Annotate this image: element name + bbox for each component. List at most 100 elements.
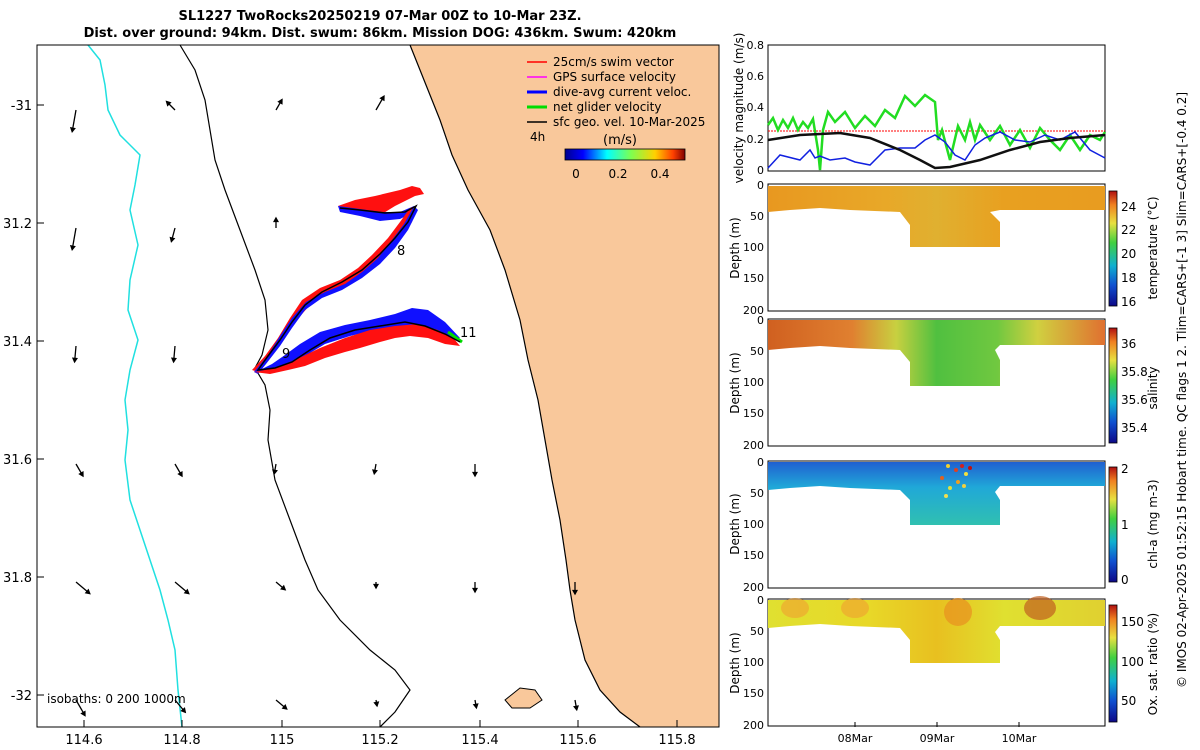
sal-ytick: 200: [743, 439, 764, 452]
temp-cbar-tick: 18: [1121, 271, 1136, 285]
isobath-1000m: [87, 44, 183, 728]
legend-label-gps: GPS surface velocity: [553, 70, 676, 84]
map-y-axis: -31 31.2 31.4 31.6 31.8 -32: [3, 99, 44, 704]
map-colorbar: 0 0.2 0.4: [564, 148, 686, 181]
chl-ytick: 50: [750, 487, 764, 500]
velocity-arrowhead: [373, 701, 380, 708]
map-xtick: 115.2: [361, 733, 398, 748]
salinity-field: [768, 320, 1105, 386]
map-xtick: 114.8: [163, 733, 200, 748]
velocity-arrowhead: [372, 583, 380, 590]
ox-colorbar: [1108, 604, 1118, 723]
current-middle-leg: [254, 206, 418, 374]
map-xtick: 115.4: [461, 733, 498, 748]
chl-cbar-tick: 1: [1121, 518, 1129, 532]
salinity-panel: [767, 318, 1106, 447]
day-label-9: 9: [282, 347, 290, 362]
velocity-arrowhead: [573, 705, 579, 712]
current-lower-leg: [256, 308, 460, 372]
time-tick: 08Mar: [838, 732, 873, 745]
swim-vectors-lower-leg: [254, 324, 460, 374]
sal-cbar-label: salinity: [1146, 366, 1160, 409]
map-colorbar-tick: 0: [572, 167, 580, 181]
temp-ylabel: Depth (m): [728, 217, 742, 278]
sal-ytick: 0: [757, 314, 764, 327]
temp-ytick: 50: [750, 210, 764, 223]
map-ytick: 31.6: [3, 453, 32, 468]
velocity-panel: 0 0.2 0.4 0.6 0.8 velocity magnitude (m/…: [732, 33, 1107, 184]
legend-label-net: net glider velocity: [553, 100, 661, 114]
velocity-arrowhead: [471, 587, 479, 594]
temp-cbar-tick: 24: [1121, 200, 1136, 214]
sal-cbar-tick: 35.4: [1121, 421, 1148, 435]
day-label-8: 8: [397, 244, 405, 259]
sal-cbar-tick: 35.8: [1121, 365, 1148, 379]
velocity-arrowhead: [277, 98, 283, 105]
legend-label-current: dive-avg current veloc.: [553, 85, 691, 99]
sal-ytick: 150: [743, 407, 764, 420]
map-ytick: -32: [11, 689, 32, 704]
velocity-ytick: 0: [757, 164, 764, 177]
colorbar-unit: (m/s): [603, 133, 637, 148]
chl-ytick: 0: [757, 456, 764, 469]
velocity-arrowhead: [571, 589, 579, 596]
chl-high-points: [940, 464, 972, 498]
velocity-arrowhead: [281, 704, 288, 710]
velocity-arrowhead: [471, 471, 479, 478]
copyright-note: © IMOS 02-Apr-2025 01:52:15 Hobart time.…: [1175, 92, 1189, 688]
ox-ytick: 150: [743, 687, 764, 700]
ox-ylabel: Depth (m): [728, 632, 742, 693]
velocity-arrowhead: [69, 245, 76, 252]
velocity-ytick: 0.2: [747, 133, 765, 146]
map-xtick: 115: [270, 733, 295, 748]
track-line: [256, 204, 461, 371]
map-x-axis: 114.6 114.8 115 115.2 115.4 115.6 115.8: [65, 720, 696, 748]
island: [504, 687, 543, 709]
sal-cbar-tick: 36: [1121, 337, 1136, 351]
coastline: [409, 44, 641, 728]
velocity-arrowhead: [78, 471, 84, 478]
series-geostrophic: [767, 131, 1106, 170]
land-mass: [410, 45, 719, 727]
ox-ytick: 100: [743, 656, 764, 669]
glider-track: [252, 186, 463, 374]
velocity-arrowhead: [80, 710, 86, 717]
temp-ytick: 0: [757, 179, 764, 192]
velocity-arrowhead: [84, 588, 91, 595]
temperature-field: [768, 186, 1105, 247]
map-ytick: 31.8: [3, 571, 32, 586]
velocity-ytick: 0.8: [747, 39, 765, 52]
map-colorbar-gradient: [564, 148, 686, 161]
velocity-arrowhead: [272, 216, 280, 223]
velocity-arrowhead: [180, 707, 187, 714]
section-colorbars: 16 20 18 22 24 temperature (°C) 35.4 35.…: [1108, 190, 1160, 723]
map-colorbar-tick: 0.4: [650, 167, 669, 181]
temp-ytick: 150: [743, 272, 764, 285]
velocity-arrowhead: [170, 357, 177, 364]
legend-label-swim: 25cm/s swim vector: [553, 55, 674, 69]
map-panel: 114.6 114.8 115 115.2 115.4 115.6 115.8 …: [3, 44, 720, 748]
map-xtick: 114.6: [65, 733, 102, 748]
chl-ytick: 100: [743, 518, 764, 531]
temp-cbar-tick: 20: [1121, 247, 1136, 261]
map-colorbar-tick: 0.2: [608, 167, 627, 181]
ox-cbar-tick: 50: [1121, 694, 1136, 708]
velocity-y-axis: 0 0.2 0.4 0.6 0.8: [747, 39, 765, 177]
chl-colorbar: [1108, 466, 1118, 583]
map-legend: 25cm/s swim vector GPS surface velocity …: [527, 55, 705, 148]
temp-cbar-tick: 22: [1121, 223, 1136, 237]
velocity-ytick: 0.4: [747, 101, 765, 114]
sal-ylabel: Depth (m): [728, 352, 742, 413]
sal-colorbar: [1108, 327, 1118, 444]
temp-ytick: 100: [743, 241, 764, 254]
chl-ytick: 200: [743, 581, 764, 594]
ox-ytick: 200: [743, 719, 764, 732]
temperature-panel: [767, 183, 1106, 312]
velocity-arrowhead: [280, 584, 287, 591]
velocity-ylabel: velocity magnitude (m/s): [732, 33, 746, 184]
map-ytick: 31.4: [3, 335, 32, 350]
time-tick: 10Mar: [1002, 732, 1037, 745]
chl-cbar-label: chl-a (mg m-3): [1146, 479, 1160, 568]
oxygen-high-patch: [1024, 596, 1056, 620]
